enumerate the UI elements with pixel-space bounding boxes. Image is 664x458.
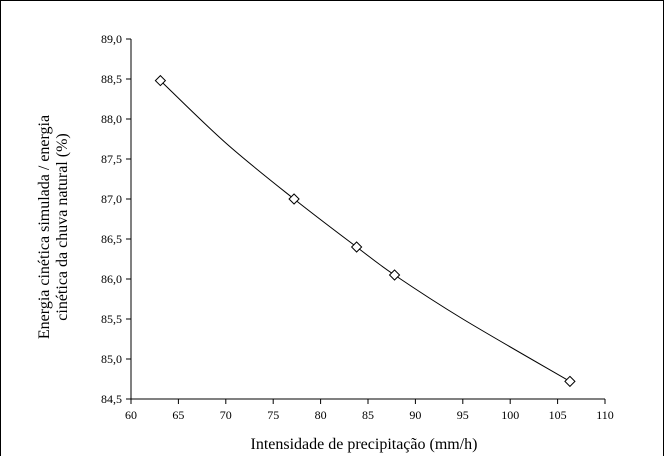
axes — [130, 39, 605, 400]
data-point-diamond — [288, 193, 300, 205]
y-tick-label: 86,0 — [101, 272, 122, 286]
data-point-diamond — [350, 241, 363, 253]
x-axis-label: Intensidade de precipitação (mm/h) — [250, 436, 477, 453]
x-tick-label: 80 — [315, 408, 327, 422]
x-tick-label: 105 — [549, 408, 567, 422]
ticks: 60 65 70 75 80 85 90 95 100 105 110 84,5 85,0 85,5 86,… — [101, 32, 614, 422]
x-tick-label: 70 — [220, 408, 232, 422]
y-tick-label: 87,0 — [101, 192, 122, 206]
x-tick-label: 65 — [172, 408, 184, 422]
x-tick-label: 95 — [457, 408, 469, 422]
x-tick-label: 85 — [362, 408, 374, 422]
y-axis-label-line2: cinética da chuva natural (%) — [54, 133, 71, 320]
y-tick-label: 87,5 — [101, 152, 122, 166]
y-tick-label: 86,5 — [101, 232, 122, 246]
data-point-diamond — [154, 74, 167, 87]
y-tick-label: 85,0 — [101, 352, 122, 366]
x-tick-label: 90 — [409, 408, 421, 422]
y-axis-label-line1: Energia cinética simulada / energia — [36, 115, 53, 339]
y-tick-label: 88,5 — [101, 72, 122, 86]
trendline-curve — [160, 80, 571, 382]
y-tick-label: 88,0 — [101, 112, 122, 126]
x-tick-label: 75 — [267, 408, 279, 422]
trendline — [160, 80, 571, 382]
x-tick-label: 100 — [501, 408, 519, 422]
x-tick-label: 60 — [125, 408, 137, 422]
data-point-diamond — [388, 269, 401, 281]
x-tick-label: 110 — [596, 408, 614, 422]
data-point-diamond — [564, 375, 576, 388]
y-tick-label: 84,5 — [101, 392, 122, 406]
y-tick-label: 89,0 — [101, 32, 122, 46]
y-tick-label: 85,5 — [101, 312, 122, 326]
data-points — [154, 74, 576, 388]
